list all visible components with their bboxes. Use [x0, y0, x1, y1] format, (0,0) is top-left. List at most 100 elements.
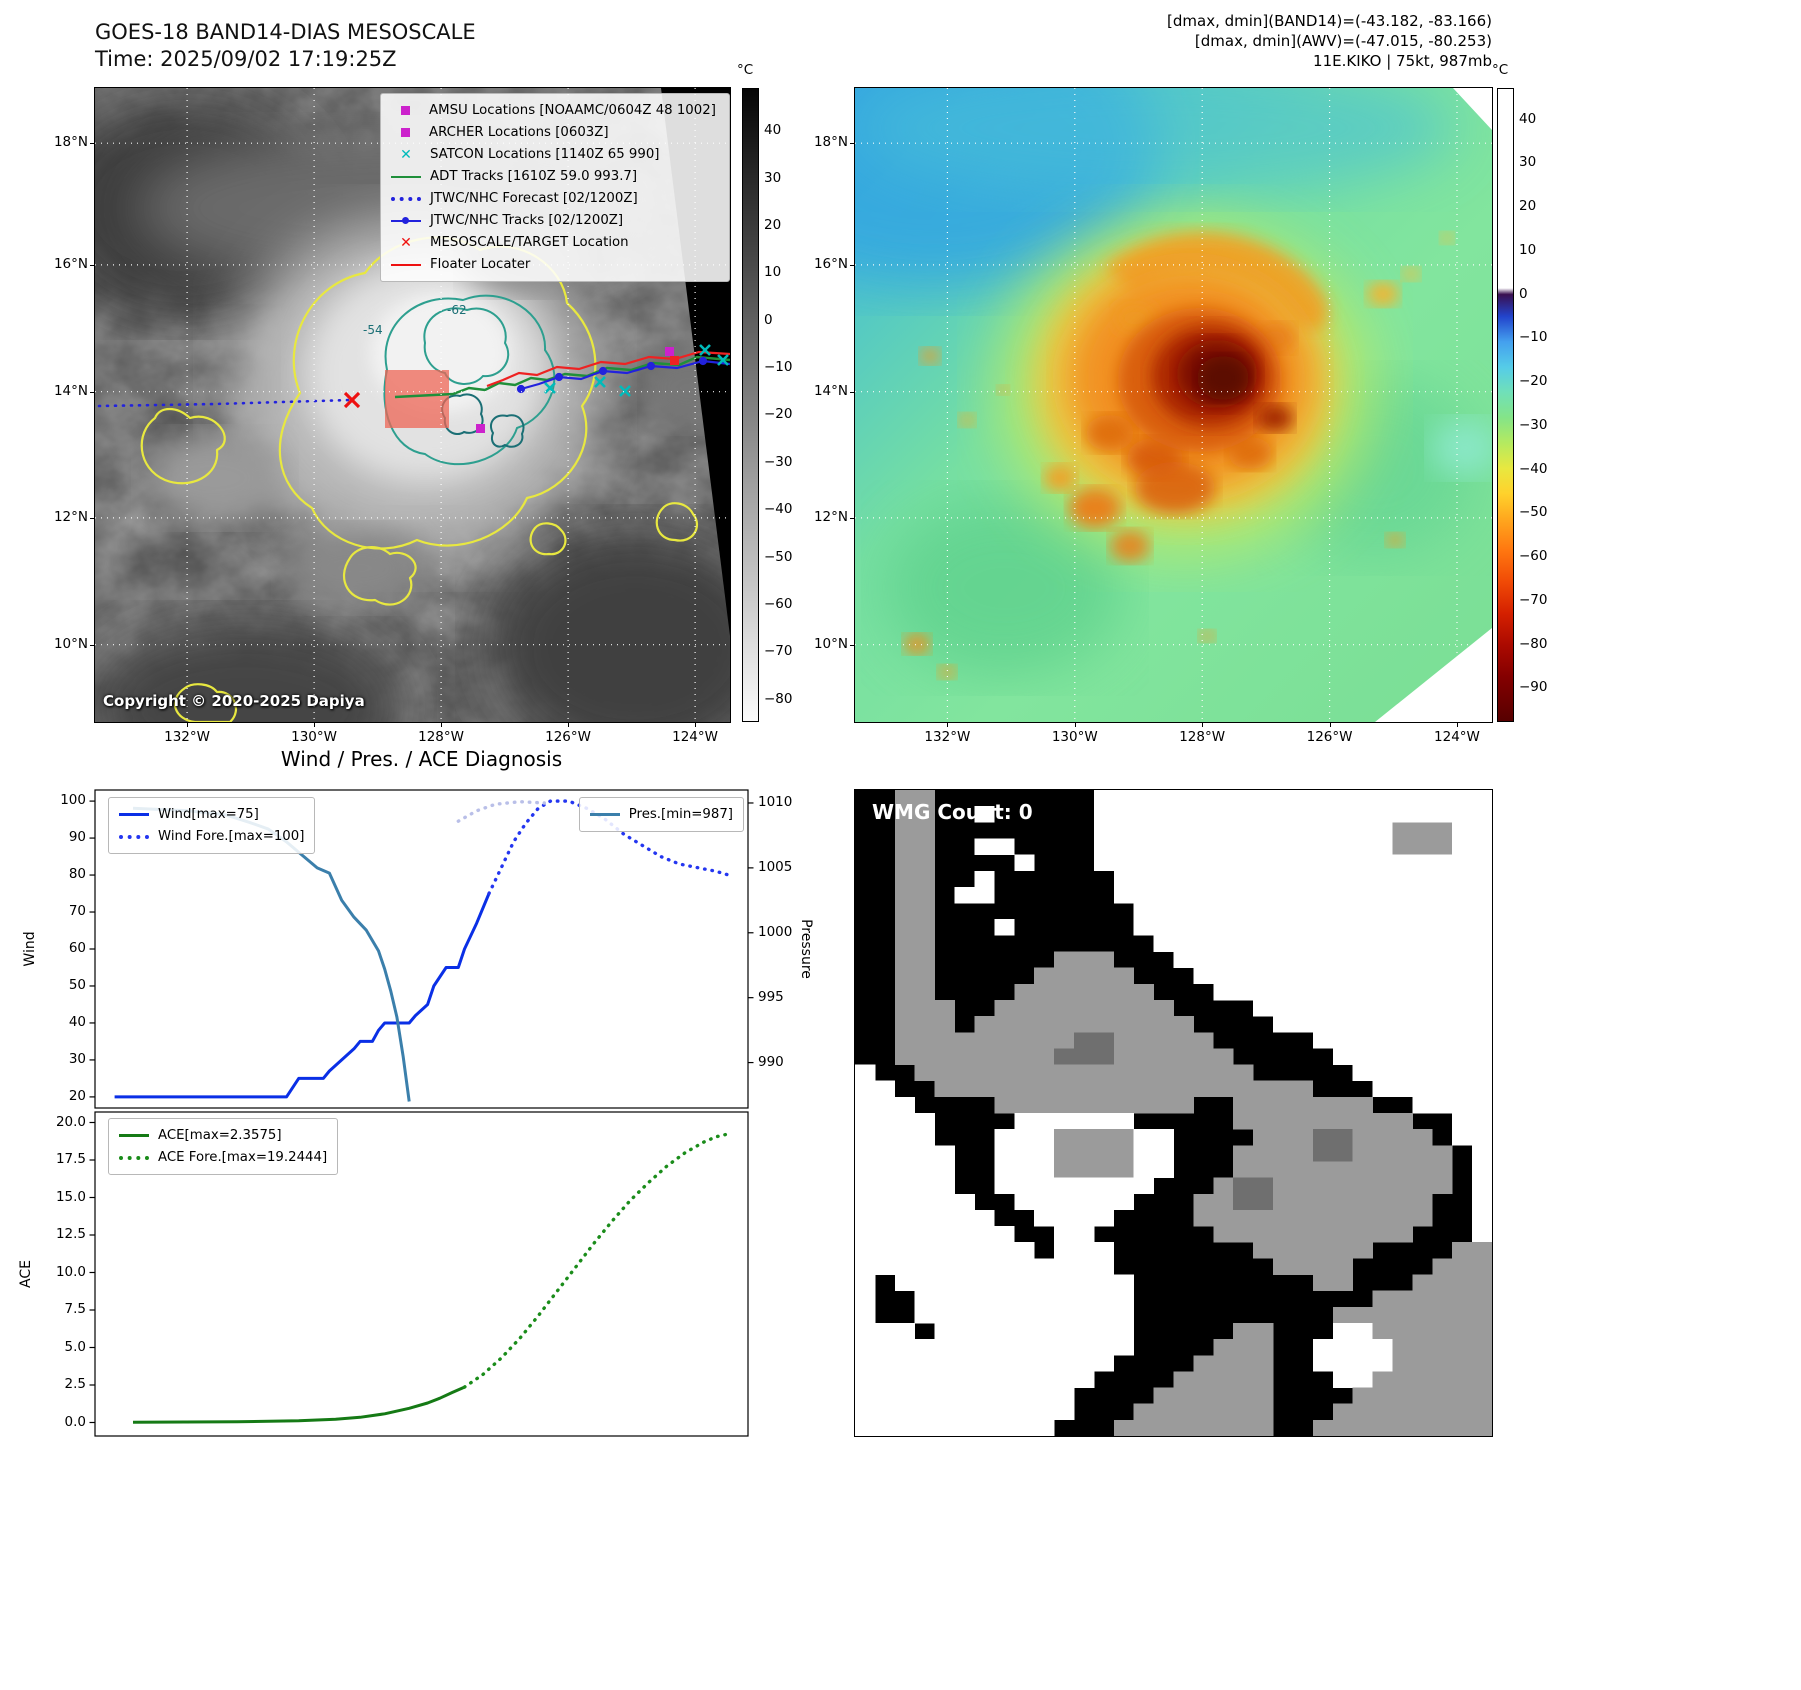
line-with-dot-swatch-icon	[391, 216, 421, 224]
legend-item: Floater Locater	[391, 255, 719, 274]
x-marker-icon: ✕	[400, 234, 412, 251]
line-swatch-icon	[391, 175, 421, 178]
ace-axis-tick-label: 12.5	[55, 1226, 86, 1242]
awv-lon-tick-label: 124°W	[1434, 729, 1480, 745]
wind-axis-tick-label: 70	[68, 903, 86, 920]
band14-lon-tickmark	[695, 722, 697, 727]
band14-colorbar-tick-label: 20	[764, 216, 782, 233]
band14-lat-tick-label: 12°N	[53, 508, 88, 525]
legend-label: Wind Fore.[max=100]	[158, 829, 305, 844]
legend-item: AMSU Locations [NOAAMC/0604Z 48 1002]	[391, 101, 719, 120]
band14-lat-tickmark	[90, 264, 95, 266]
awv-colorbar-tick-label: −80	[1519, 635, 1548, 652]
band14-colorbar-tick-label: 30	[764, 169, 782, 186]
legend-label: SATCON Locations [1140Z 65 990]	[430, 147, 660, 162]
legend-label: ARCHER Locations [0603Z]	[429, 125, 609, 140]
ace-axis-tick-label: 2.5	[64, 1376, 86, 1392]
band14-lat-tickmark	[90, 644, 95, 646]
awv-lon-tickmark	[1074, 722, 1076, 727]
band14-map-legend: AMSU Locations [NOAAMC/0604Z 48 1002] ARC…	[380, 93, 730, 282]
pressure-axis-tick-label: 990	[758, 1053, 784, 1070]
awv-colorbar-tick-label: 40	[1519, 110, 1537, 127]
wind-axis-tick-label: 60	[68, 940, 86, 956]
awv-lat-tick-label: 12°N	[813, 508, 848, 525]
wind-axis-tick-label: 20	[68, 1087, 86, 1104]
legend-item: ARCHER Locations [0603Z]	[391, 123, 719, 142]
awv-lon-tick-label: 126°W	[1306, 729, 1353, 745]
band14-lon-tickmark	[187, 722, 189, 727]
band14-title-line1: GOES-18 BAND14-DIAS MESOSCALE	[95, 20, 476, 44]
pressure-axis-tick-label: 1010	[758, 793, 793, 810]
band14-lat-tickmark	[90, 517, 95, 519]
ace-axis-tick-label: 15.0	[55, 1188, 86, 1205]
band14-colorbar-tick-label: −50	[764, 548, 793, 565]
legend-item: ✕ MESOSCALE/TARGET Location	[391, 233, 719, 252]
awv-lat-tickmark	[850, 264, 855, 266]
awv-lon-tick-label: 128°W	[1179, 729, 1226, 745]
ace-axis-tick-label: 17.5	[55, 1151, 86, 1167]
pressure-axis-tick-label: 995	[758, 988, 784, 1005]
legend-item: ACE[max=2.3575]	[119, 1126, 327, 1145]
band14-colorbar-tick-label: −10	[764, 359, 793, 376]
legend-label: ACE Fore.[max=19.2444]	[158, 1150, 328, 1165]
wind-axis-tick-label: 30	[68, 1050, 86, 1067]
band14-title-line2: Time: 2025/09/02 17:19:25Z	[95, 47, 397, 71]
band14-colorbar-unit: °C	[737, 62, 754, 78]
awv-colorbar-tick-label: −90	[1519, 679, 1548, 696]
band14-lat-tick-label: 10°N	[53, 635, 88, 652]
legend-label: ACE[max=2.3575]	[158, 1128, 282, 1143]
awv-lon-tickmark	[1456, 722, 1458, 727]
band14-lon-tick-label: 132°W	[164, 729, 210, 745]
awv-colorbar-tick-label: 30	[1519, 154, 1537, 171]
ace-axis-tick-label: 10.0	[55, 1263, 86, 1280]
legend-item: Wind[max=75]	[119, 805, 304, 824]
thick-line-swatch-icon	[119, 1134, 149, 1137]
band14-lat-tick-label: 16°N	[53, 255, 88, 272]
pressure-axis-tick-label: 1000	[758, 923, 793, 940]
band14-lon-tick-label: 124°W	[672, 729, 718, 745]
ace-legend: ACE[max=2.3575] ACE Fore.[max=19.2444]	[108, 1118, 339, 1175]
dotted-line-swatch-icon	[119, 834, 149, 839]
legend-label: Floater Locater	[430, 257, 531, 272]
legend-item: ACE Fore.[max=19.2444]	[119, 1148, 327, 1167]
awv-colorbar-tick-label: −10	[1519, 329, 1548, 346]
diagnosis-title: Wind / Pres. / ACE Diagnosis	[280, 747, 563, 771]
band14-lat-tick-label: 18°N	[53, 134, 88, 151]
awv-lon-tick-label: 132°W	[924, 729, 971, 745]
legend-item: ✕ SATCON Locations [1140Z 65 990]	[391, 145, 719, 164]
line-swatch-icon	[391, 263, 421, 266]
series-dotted	[462, 1132, 731, 1389]
awv-lat-tick-label: 18°N	[813, 134, 848, 151]
satcon-markers	[544, 344, 729, 397]
wind-axis-tick-label: 50	[68, 976, 86, 993]
band14-colorbar-tick-label: −20	[764, 406, 793, 423]
band14-lat-tickmark	[90, 143, 95, 145]
band14-lat-tickmark	[90, 391, 95, 393]
series-dotted	[456, 800, 546, 823]
awv-colorbar-tick-label: −40	[1519, 460, 1548, 477]
legend-label: Pres.[min=987]	[628, 807, 733, 822]
awv-lat-tickmark	[850, 517, 855, 519]
legend-item: Wind Fore.[max=100]	[119, 827, 304, 846]
awv-lon-tick-label: 130°W	[1051, 729, 1098, 745]
awv-lat-tickmark	[850, 391, 855, 393]
awv-colorbar-tick-label: 0	[1519, 285, 1528, 302]
legend-label: Wind[max=75]	[158, 807, 259, 822]
band14-lon-tickmark	[441, 722, 443, 727]
awv-lat-tick-label: 14°N	[813, 382, 848, 399]
inner-contours	[441, 393, 525, 448]
ace-axis-tick-label: 20.0	[55, 1113, 86, 1130]
legend-label: MESOSCALE/TARGET Location	[430, 235, 629, 250]
series-solid	[132, 1385, 466, 1424]
wmg-count-map	[854, 789, 1493, 1437]
legend-label: ADT Tracks [1610Z 59.0 993.7]	[430, 169, 638, 184]
dot-marker-icon	[402, 216, 409, 224]
legend-label: JTWC/NHC Tracks [02/1200Z]	[430, 213, 624, 228]
wmg-count-label: WMG Count: 0	[872, 800, 1033, 824]
wind-legend: Wind[max=75] Wind Fore.[max=100]	[108, 797, 316, 854]
copyright-text: Copyright © 2020-2025 Dapiya	[103, 692, 365, 710]
band14-colorbar-tick-label: −60	[764, 596, 793, 613]
mesoscale-target-x-icon	[343, 391, 361, 409]
band14-colorbar-tick-label: 40	[764, 122, 782, 139]
